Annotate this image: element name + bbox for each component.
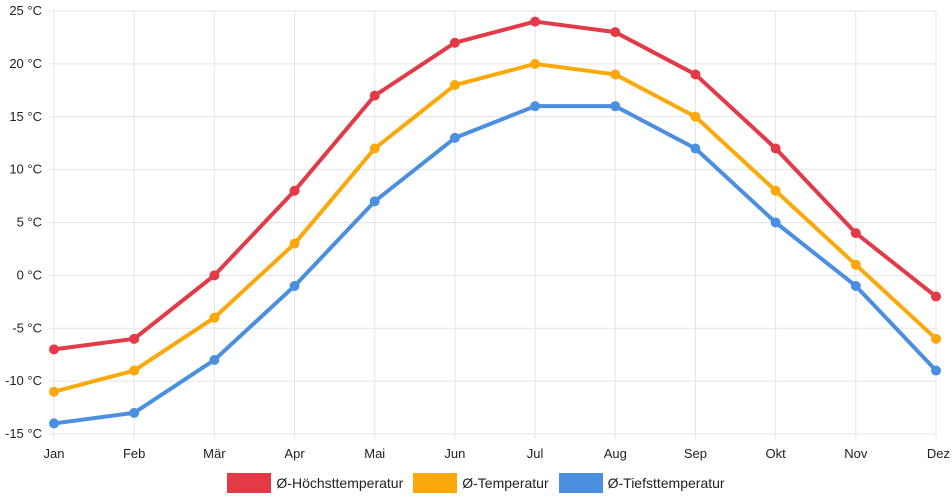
data-point[interactable]	[369, 143, 380, 154]
legend-item[interactable]: Ø-Tiefsttemperatur	[558, 473, 725, 493]
data-point[interactable]	[129, 407, 140, 418]
x-tick-label: Jan	[44, 446, 65, 461]
data-point[interactable]	[369, 196, 380, 207]
legend-label: Ø-Temperatur	[462, 475, 549, 491]
x-tick-label: Jul	[527, 446, 544, 461]
y-tick-label: 0 °C	[17, 267, 42, 282]
legend-item[interactable]: Ø-Temperatur	[413, 473, 549, 493]
data-point[interactable]	[690, 143, 701, 154]
data-point[interactable]	[209, 312, 220, 323]
data-point[interactable]	[770, 185, 781, 196]
data-point[interactable]	[209, 354, 220, 365]
x-tick-label: Okt	[766, 446, 787, 461]
x-tick-label: Mai	[364, 446, 385, 461]
data-point[interactable]	[610, 27, 621, 38]
y-tick-label: 15 °C	[9, 109, 42, 124]
legend-swatch	[558, 473, 603, 493]
x-tick-label: Dez	[927, 446, 950, 461]
x-tick-label: Jun	[444, 446, 465, 461]
x-tick-label: Sep	[684, 446, 707, 461]
data-point[interactable]	[690, 69, 701, 80]
series-1	[49, 58, 941, 397]
data-point[interactable]	[449, 132, 460, 143]
y-tick-label: -5 °C	[12, 320, 42, 335]
data-point[interactable]	[931, 365, 941, 376]
y-tick-label: -15 °C	[5, 426, 42, 441]
data-point[interactable]	[530, 58, 541, 69]
data-point[interactable]	[129, 365, 140, 376]
data-point[interactable]	[209, 270, 220, 281]
data-point[interactable]	[850, 259, 861, 270]
data-point[interactable]	[931, 333, 941, 344]
data-point[interactable]	[850, 280, 861, 291]
x-tick-label: Aug	[604, 446, 627, 461]
x-tick-label: Feb	[123, 446, 145, 461]
data-point[interactable]	[850, 228, 861, 239]
data-point[interactable]	[289, 185, 300, 196]
legend-label: Ø-Höchsttemperatur	[276, 475, 404, 491]
data-point[interactable]	[289, 238, 300, 249]
grid-lines	[49, 10, 937, 439]
y-tick-label: 5 °C	[17, 215, 42, 230]
data-point[interactable]	[690, 111, 701, 122]
legend: Ø-Höchsttemperatur Ø-Temperatur Ø-Tiefstte…	[0, 470, 952, 496]
data-point[interactable]	[49, 386, 59, 397]
legend-item[interactable]: Ø-Höchsttemperatur	[227, 473, 403, 493]
data-point[interactable]	[449, 37, 460, 48]
series-line	[52, 104, 938, 426]
legend-label: Ø-Tiefsttemperatur	[607, 475, 725, 491]
data-point[interactable]	[369, 90, 380, 101]
series-line	[52, 19, 938, 352]
x-tick-label: Nov	[844, 446, 868, 461]
data-point[interactable]	[49, 344, 59, 355]
data-point[interactable]	[449, 80, 460, 91]
x-tick-label: Mär	[203, 446, 226, 461]
data-point[interactable]	[129, 333, 140, 344]
series-line	[52, 61, 938, 394]
series-2	[49, 101, 941, 429]
data-point[interactable]	[610, 101, 621, 112]
series-0	[49, 16, 941, 355]
axes: 25 °C 20 °C 15 °C 10 °C 5 °C 0 °C -5 °C -10 °C -…	[5, 3, 950, 461]
data-point[interactable]	[770, 143, 781, 154]
legend-swatch	[227, 473, 272, 493]
data-point[interactable]	[931, 291, 941, 302]
data-point[interactable]	[530, 101, 541, 112]
chart-plot: 25 °C 20 °C 15 °C 10 °C 5 °C 0 °C -5 °C -10 °C -…	[5, 3, 950, 461]
legend-swatch	[413, 473, 458, 493]
data-point[interactable]	[610, 69, 621, 80]
y-tick-label: 20 °C	[9, 56, 42, 71]
data-point[interactable]	[770, 217, 781, 228]
x-tick-label: Apr	[284, 446, 305, 461]
data-point[interactable]	[289, 280, 300, 291]
data-point[interactable]	[530, 16, 541, 27]
y-tick-label: -10 °C	[5, 373, 42, 388]
y-tick-label: 10 °C	[9, 162, 42, 177]
data-point[interactable]	[49, 418, 59, 429]
y-tick-label: 25 °C	[9, 3, 42, 18]
series-lines	[49, 16, 941, 429]
